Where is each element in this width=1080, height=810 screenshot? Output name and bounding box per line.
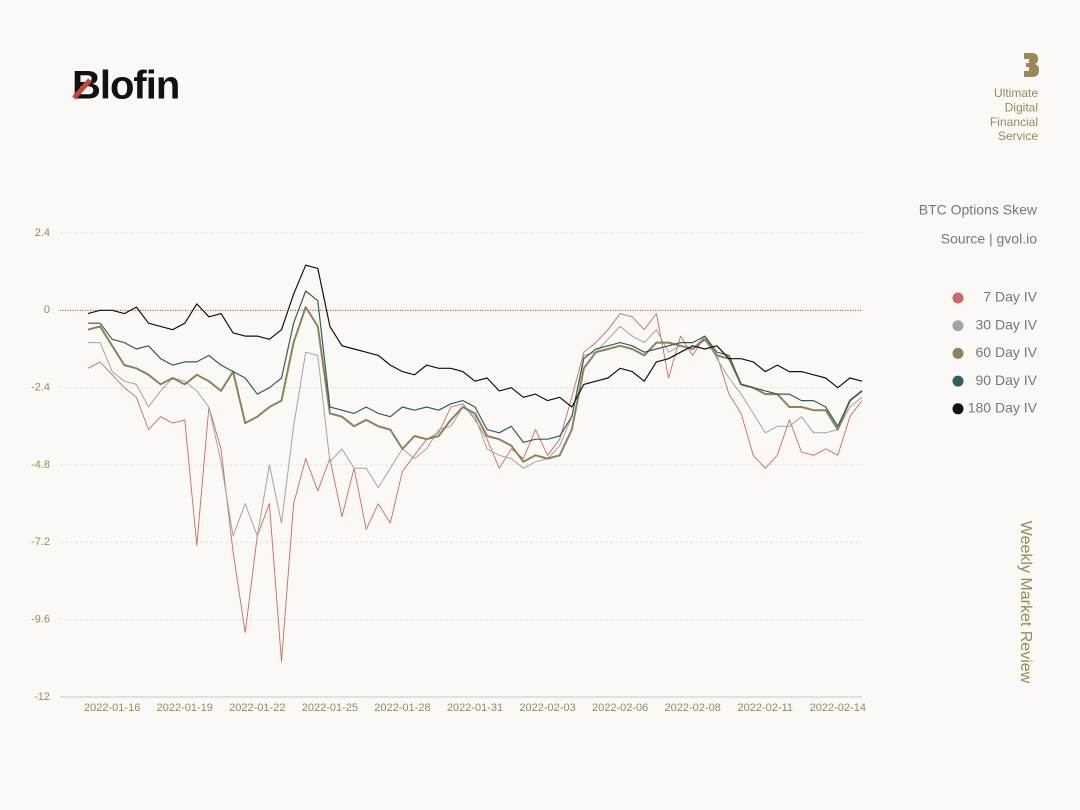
- legend-swatch: [952, 403, 964, 415]
- legend-label: 90 Day IV: [976, 372, 1038, 388]
- tagline-line: Service: [998, 129, 1038, 143]
- brand-icon: [1024, 53, 1039, 77]
- legend-swatch: [952, 320, 964, 332]
- x-tick-label: 2022-02-03: [519, 702, 575, 714]
- x-tick-label: 2022-02-11: [738, 702, 793, 714]
- x-tick-label: 2022-02-08: [665, 702, 721, 714]
- legend-swatch: [952, 292, 964, 304]
- chart-title: BTC Options Skew: [919, 202, 1038, 218]
- y-tick-label: -9.6: [31, 614, 50, 626]
- series-line: [87, 313, 863, 663]
- legend-swatch: [952, 375, 964, 387]
- x-tick-label: 2022-01-19: [157, 702, 213, 714]
- legend-label: 7 Day IV: [983, 289, 1037, 305]
- series-line: [88, 290, 863, 443]
- legend-swatch: [952, 347, 964, 359]
- x-tick-label: 2022-01-16: [84, 702, 140, 714]
- brand-logo: Blofin: [72, 64, 179, 108]
- x-tick-label: 2022-01-31: [447, 702, 503, 714]
- legend-label: 30 Day IV: [976, 316, 1038, 332]
- y-tick-label: 0: [44, 304, 50, 316]
- chart-subtitle: Source | gvol.io: [941, 231, 1037, 247]
- logo-slash: [72, 78, 92, 100]
- legend-label: 180 Day IV: [968, 400, 1038, 416]
- tagline-line: Digital: [1005, 100, 1038, 114]
- x-tick-label: 2022-02-14: [810, 702, 866, 714]
- x-tick-label: 2022-01-22: [229, 702, 285, 714]
- y-tick-label: -4.8: [31, 459, 50, 471]
- side-label: Weekly Market Review: [1017, 521, 1034, 684]
- x-tick-label: 2022-01-28: [374, 702, 430, 714]
- legend-label: 60 Day IV: [976, 344, 1038, 360]
- x-tick-label: 2022-02-06: [592, 702, 648, 714]
- tagline-line: Financial: [990, 115, 1038, 129]
- series-line: [87, 306, 863, 463]
- y-tick-label: -7.2: [31, 536, 50, 548]
- y-tick-label: -2.4: [31, 382, 50, 394]
- y-tick-label: 2.4: [35, 227, 50, 239]
- x-tick-label: 2022-01-25: [302, 702, 358, 714]
- tagline-line: Ultimate: [994, 86, 1038, 100]
- y-tick-label: -12: [34, 691, 50, 703]
- series-line: [87, 264, 863, 408]
- series-line: [88, 325, 863, 537]
